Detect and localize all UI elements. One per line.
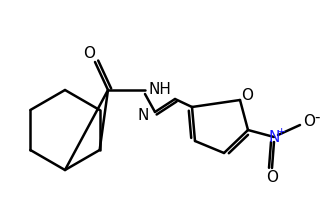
Text: O: O: [241, 88, 253, 104]
Text: N: N: [137, 108, 149, 124]
Text: O: O: [303, 113, 315, 129]
Text: N: N: [268, 129, 280, 145]
Text: O: O: [266, 171, 278, 185]
Text: NH: NH: [149, 83, 172, 97]
Text: +: +: [276, 127, 286, 137]
Text: -: -: [314, 110, 320, 124]
Text: O: O: [83, 46, 95, 62]
